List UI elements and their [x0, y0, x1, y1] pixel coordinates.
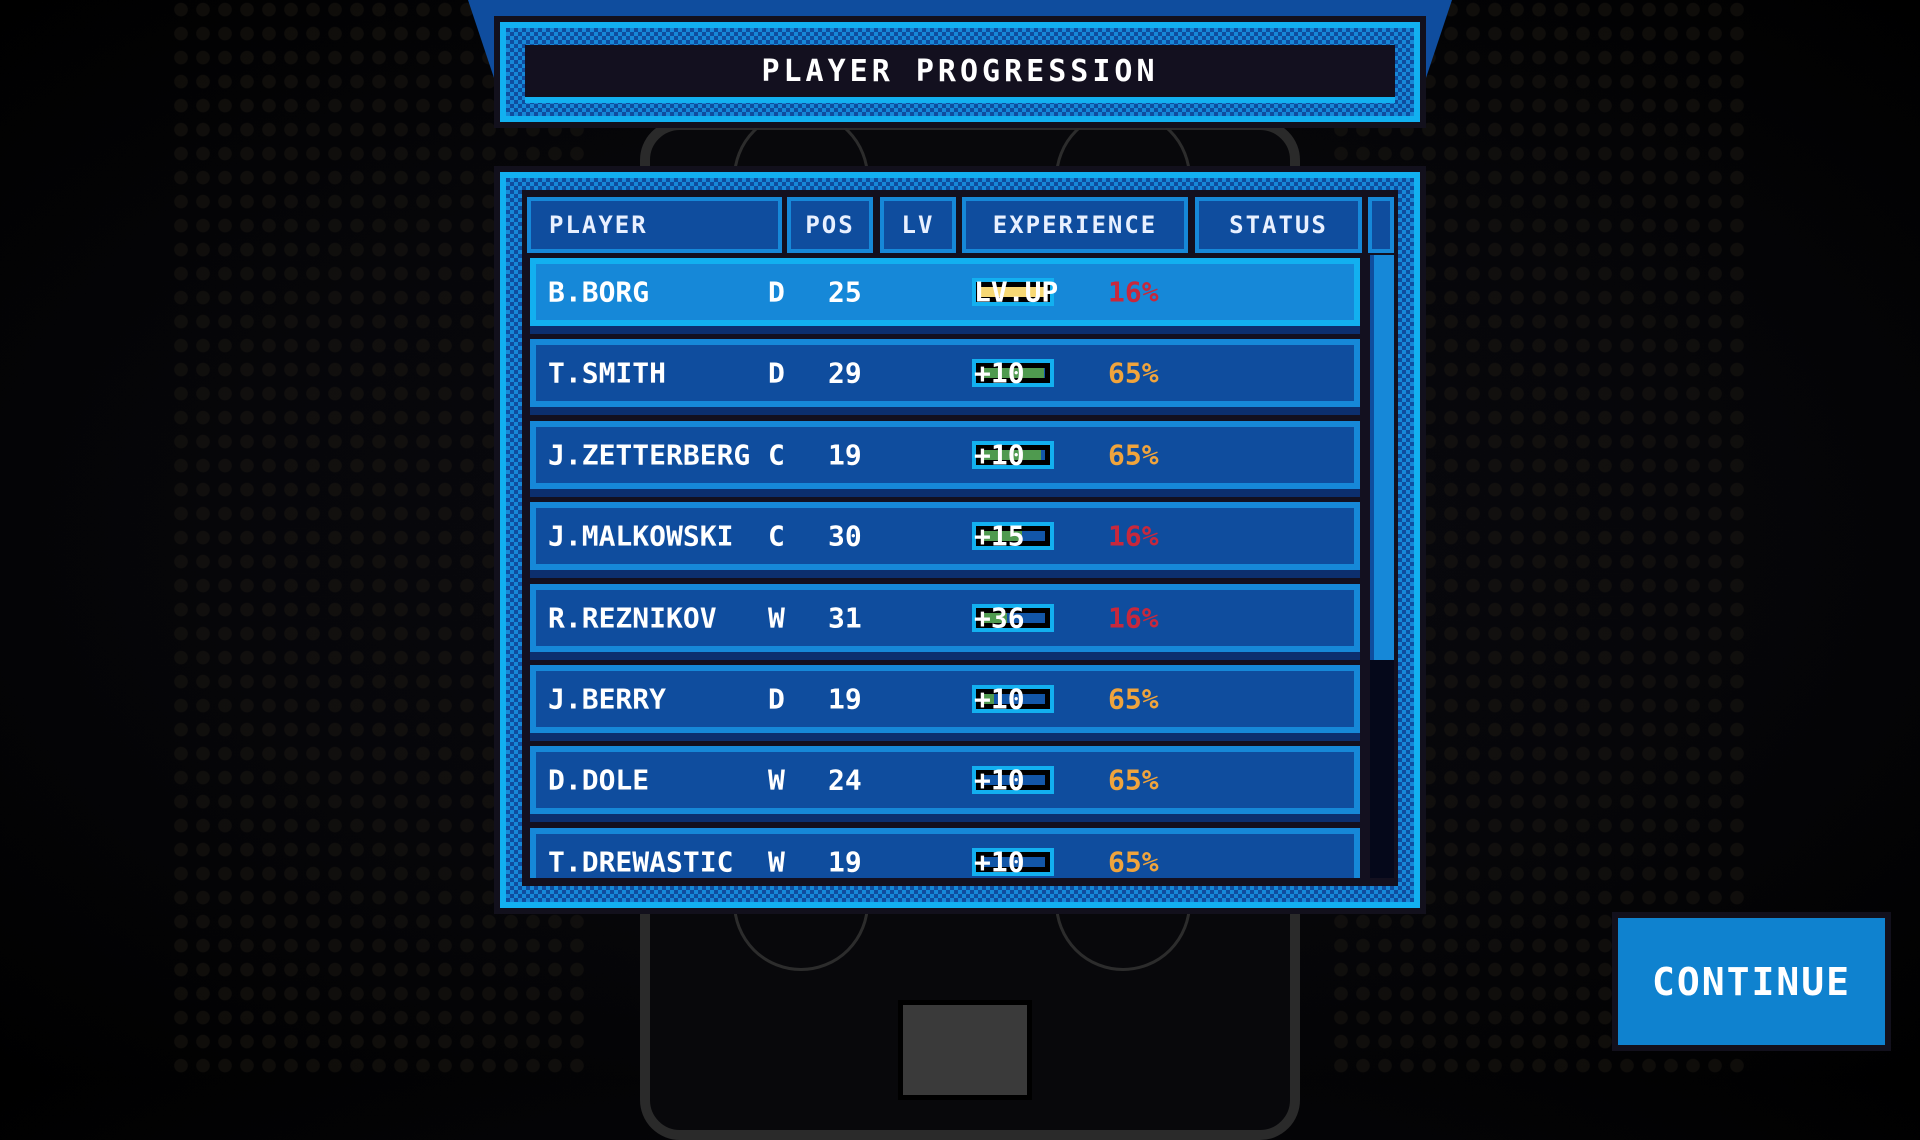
scrollbar-thumb[interactable] [1370, 255, 1394, 660]
player-position: D [768, 275, 785, 309]
experience-gain: +10 [974, 356, 1025, 390]
column-header-scroll [1368, 197, 1394, 253]
player-row[interactable]: R.REZNIKOV W 31 +36 16% [530, 583, 1360, 652]
player-status: 65% [1108, 682, 1159, 716]
column-header-label: STATUS [1229, 211, 1328, 239]
player-position: D [768, 682, 785, 716]
player-name: T.SMITH [548, 356, 667, 390]
player-position: W [768, 845, 785, 878]
column-header-lv: LV [880, 197, 956, 253]
column-header-label: EXPERIENCE [992, 211, 1158, 239]
player-status: 65% [1108, 845, 1159, 878]
player-status: 16% [1108, 519, 1159, 553]
experience-bar-fill [981, 856, 985, 867]
continue-button[interactable]: CONTINUE [1612, 912, 1891, 1051]
player-row[interactable]: T.DREWASTIC W 19 +10 65% [530, 827, 1360, 878]
player-position: C [768, 519, 785, 553]
player-list: B.BORG D 25 LV.UP 16% T.SMITH D 29 +10 65% J.ZETTE… [527, 258, 1365, 878]
experience-bar [972, 522, 1054, 551]
column-header-player: PLAYER [527, 197, 782, 253]
player-name: B.BORG [548, 275, 650, 309]
player-level: 19 [828, 438, 862, 472]
player-row[interactable]: J.BERRY D 19 +10 65% [530, 665, 1360, 733]
experience-bar-fill [981, 775, 985, 786]
player-level: 24 [828, 763, 862, 797]
player-row[interactable]: J.ZETTERBERG C 19 +10 65% [530, 420, 1360, 489]
experience-bar [972, 685, 1054, 713]
player-name: T.DREWASTIC [548, 845, 734, 878]
column-header-label: POS [805, 211, 855, 239]
experience-bar-fill [981, 449, 1042, 460]
player-level: 30 [828, 519, 862, 553]
experience-gain: +36 [974, 601, 1025, 635]
experience-gain: +10 [974, 438, 1025, 472]
player-name: J.MALKOWSKI [548, 519, 734, 553]
player-status: 16% [1108, 601, 1159, 635]
player-level: 29 [828, 356, 862, 390]
hockey-goal [898, 1000, 1032, 1100]
experience-bar-fill [981, 612, 1008, 623]
player-status: 65% [1108, 356, 1159, 390]
player-row[interactable]: J.MALKOWSKI C 30 +15 16% [530, 502, 1360, 571]
continue-label: CONTINUE [1618, 918, 1885, 1045]
experience-bar-fill [981, 368, 1044, 379]
player-row[interactable]: T.SMITH D 29 +10 65% [530, 339, 1360, 408]
column-header-label: LV [901, 211, 935, 239]
scrollbar[interactable] [1370, 255, 1394, 878]
page-title: PLAYER PROGRESSION [525, 45, 1395, 103]
experience-bar-fill [981, 531, 1022, 542]
player-row[interactable]: B.BORG D 25 LV.UP 16% [530, 258, 1360, 326]
player-level: 19 [828, 682, 862, 716]
experience-gain: +10 [974, 682, 1025, 716]
player-name: J.ZETTERBERG [548, 438, 751, 472]
column-header-pos: POS [787, 197, 873, 253]
player-name: J.BERRY [548, 682, 667, 716]
experience-bar [972, 278, 1054, 306]
column-header-status: STATUS [1195, 197, 1362, 253]
player-level: 19 [828, 845, 862, 878]
player-level: 31 [828, 601, 862, 635]
column-header-experience: EXPERIENCE [962, 197, 1188, 253]
player-position: D [768, 356, 785, 390]
player-position: C [768, 438, 785, 472]
experience-gain: LV.UP [974, 275, 1059, 309]
player-row[interactable]: D.DOLE W 24 +10 65% [530, 746, 1360, 815]
player-level: 25 [828, 275, 862, 309]
player-position: W [768, 763, 785, 797]
experience-gain: +15 [974, 519, 1025, 553]
player-name: R.REZNIKOV [548, 601, 717, 635]
player-status: 65% [1108, 438, 1159, 472]
experience-bar-fill [981, 287, 1045, 297]
experience-gain: +10 [974, 845, 1025, 878]
player-name: D.DOLE [548, 763, 650, 797]
experience-bar [972, 766, 1054, 795]
experience-bar [972, 603, 1054, 632]
experience-bar [972, 440, 1054, 469]
experience-bar [972, 359, 1054, 388]
player-position: W [768, 601, 785, 635]
column-header-label: PLAYER [549, 211, 648, 239]
player-status: 16% [1108, 275, 1159, 309]
player-status: 65% [1108, 763, 1159, 797]
experience-bar-fill [981, 694, 994, 704]
experience-gain: +10 [974, 763, 1025, 797]
experience-bar [972, 847, 1054, 876]
